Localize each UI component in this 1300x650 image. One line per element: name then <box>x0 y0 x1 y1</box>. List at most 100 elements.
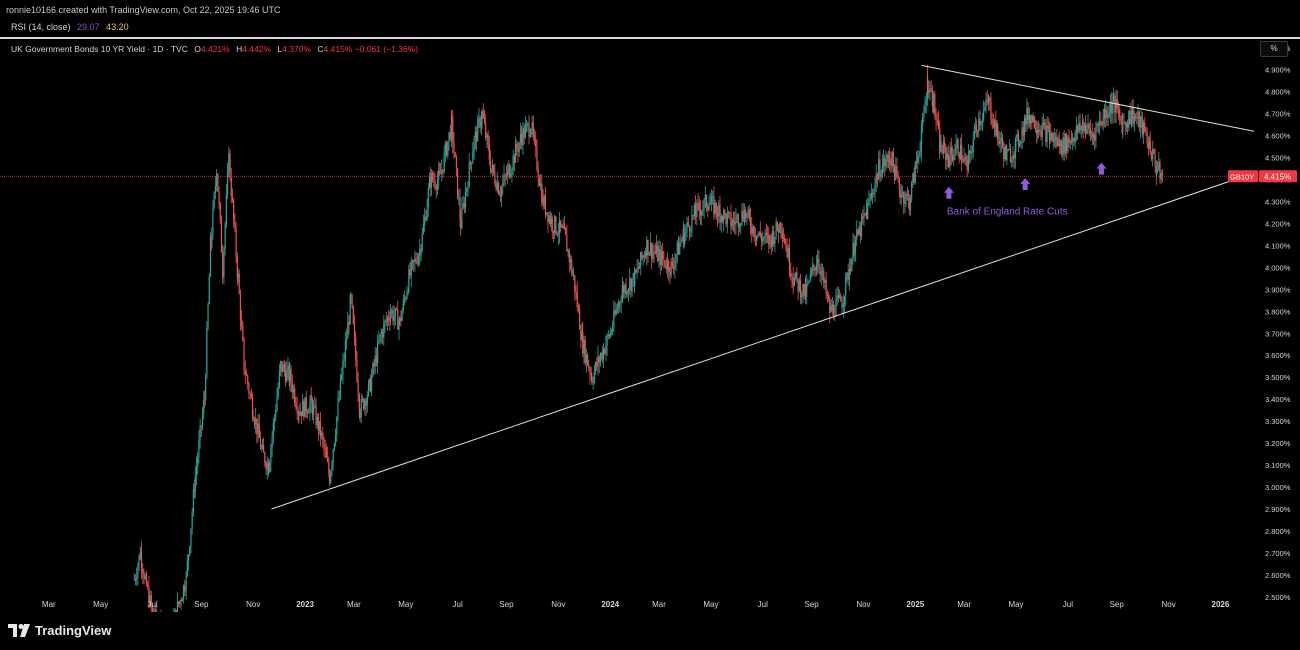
candle-body <box>248 384 250 394</box>
candle-body <box>741 210 743 224</box>
candle-body <box>330 471 332 483</box>
candle-body <box>206 328 208 378</box>
time-axis[interactable]: Mar May Jul Sep Nov 2023 Mar May Jul Sep Nov 2024 Ma… <box>42 600 1230 609</box>
candle-body <box>780 230 782 232</box>
candle-body <box>691 214 693 231</box>
candle-body <box>827 296 830 299</box>
candle-body <box>919 151 921 156</box>
candle-body <box>618 302 620 309</box>
candle-body <box>529 134 531 137</box>
candle-body <box>305 397 307 412</box>
candle-body <box>203 399 205 414</box>
candle-body <box>299 411 301 416</box>
candle-body <box>281 361 283 372</box>
candle-body <box>261 448 263 450</box>
candle-body <box>264 452 266 464</box>
candle-body <box>643 255 645 257</box>
candle-body <box>584 340 586 363</box>
candle-body <box>695 214 697 218</box>
candle-body <box>315 405 317 426</box>
candle-body <box>531 122 533 131</box>
candle-body <box>272 422 274 437</box>
candle-body <box>637 268 639 269</box>
candle-body <box>876 174 879 179</box>
candle-body <box>532 122 534 135</box>
annotation-arrow-icon <box>1096 162 1107 175</box>
candle-body <box>539 183 542 186</box>
candle-body <box>920 126 923 136</box>
candle-body <box>200 425 202 427</box>
candle-body <box>427 188 429 207</box>
candle-body <box>367 382 370 396</box>
candle-body <box>688 226 691 232</box>
price-chart[interactable]: Bank of England Rate Cuts 5.000%4.900%4.… <box>0 39 1300 612</box>
candle-body <box>862 216 864 219</box>
candle-body <box>1116 99 1118 108</box>
candle-body <box>762 237 764 242</box>
candle-body <box>420 250 422 256</box>
candle-body <box>550 219 553 224</box>
candle-body <box>336 417 338 436</box>
candle-body <box>224 223 226 249</box>
candle-body <box>356 359 358 381</box>
candle-body <box>860 216 863 237</box>
candle-body <box>666 260 669 270</box>
candle-body <box>583 340 585 354</box>
candle-body <box>391 310 393 314</box>
candle-body <box>769 235 771 239</box>
candle-body <box>786 246 788 258</box>
candle-body <box>314 405 316 407</box>
pane-separator[interactable] <box>0 37 1300 39</box>
candle-body <box>1045 125 1047 142</box>
candle-body <box>1012 155 1014 161</box>
candle-body <box>369 378 371 392</box>
candle-body <box>931 89 933 107</box>
candle-body <box>751 227 753 234</box>
candle-body <box>869 198 871 200</box>
candle-body <box>592 381 594 383</box>
candle-body <box>1007 149 1009 152</box>
candle-body <box>576 292 578 308</box>
x-tick-label: Mar <box>42 600 56 609</box>
candle-body <box>530 130 532 135</box>
candle-body <box>1155 170 1157 176</box>
rsi-indicator-legend[interactable]: RSI (14, close) 29.07 43.20 <box>11 22 129 32</box>
candle-body <box>1020 140 1022 144</box>
candle-body <box>133 579 135 581</box>
candle-body <box>252 416 254 420</box>
candle-body <box>589 368 591 375</box>
candle-body <box>1047 125 1049 129</box>
candle-body <box>1137 111 1139 119</box>
candle-body <box>1050 133 1052 141</box>
candle-body <box>556 232 558 235</box>
candle-body <box>519 133 522 143</box>
candle-body <box>591 376 593 383</box>
price-axis[interactable]: 5.000%4.900%4.800%4.700%4.600%4.500%4.40… <box>1228 44 1297 602</box>
candle-body <box>352 306 354 324</box>
candle-body <box>851 258 853 272</box>
last-price-label: 4.415% <box>1264 172 1291 181</box>
candle-body <box>782 237 785 239</box>
candle-body <box>702 208 704 212</box>
candle-body <box>331 462 333 472</box>
candle-body <box>693 204 695 216</box>
symbol-legend[interactable]: UK Government Bonds 10 YR Yield · 1D · T… <box>11 44 418 54</box>
candle-body <box>517 149 519 152</box>
candle-body <box>383 323 385 338</box>
candle-body <box>541 183 543 203</box>
candle-body <box>310 394 312 401</box>
candle-body <box>237 273 239 277</box>
candle-body <box>729 212 731 213</box>
candle-body <box>870 192 872 199</box>
candle-body <box>1121 120 1123 133</box>
candle-body <box>524 125 526 138</box>
candle-body <box>1097 124 1099 126</box>
candle-body <box>577 307 580 310</box>
candle-body <box>410 262 412 276</box>
y-tick-label: 3.600% <box>1265 351 1291 360</box>
candle-body <box>280 361 282 363</box>
percent-scale-button[interactable]: % <box>1260 41 1288 57</box>
tradingview-logo[interactable]: TradingView <box>8 623 111 638</box>
candle-body <box>1053 139 1056 142</box>
y-tick-label: 3.800% <box>1265 307 1291 316</box>
